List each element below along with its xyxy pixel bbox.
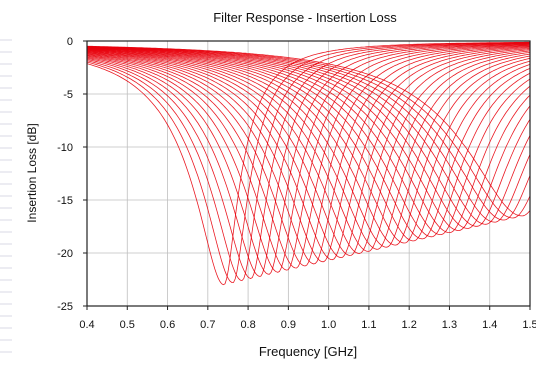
x-axis-label: Frequency [GHz]	[259, 344, 357, 359]
response-curve	[86, 50, 531, 252]
y-axis-label: Insertion Loss [dB]	[25, 123, 39, 222]
response-curve	[86, 48, 531, 259]
x-tick-label: 1.1	[361, 319, 376, 331]
x-tick-label: 1.0	[321, 319, 336, 331]
response-curve	[86, 47, 531, 234]
response-curve	[86, 42, 531, 282]
plot-border	[86, 40, 531, 307]
x-tick-label: 1.3	[442, 319, 457, 331]
y-tick-labels: 0 -5 -10 -15 -20 -25	[57, 36, 73, 313]
response-curve	[86, 46, 531, 263]
response-curves	[86, 41, 531, 286]
response-curve	[86, 49, 531, 248]
response-curve	[86, 48, 531, 244]
response-curve	[86, 48, 531, 238]
axes	[83, 40, 531, 310]
response-curve	[87, 46, 531, 219]
response-curve	[86, 43, 530, 275]
response-curve	[87, 47, 531, 231]
response-curve	[86, 47, 531, 261]
x-tick-label: 0.4	[79, 319, 94, 331]
response-curve	[86, 42, 530, 279]
y-tick-label: 0	[67, 36, 73, 48]
response-curve	[86, 50, 531, 250]
y-tick-label: -25	[57, 301, 73, 313]
x-tick-label: 1.4	[482, 319, 497, 331]
response-curve	[86, 49, 531, 246]
x-tick-label: 0.5	[120, 319, 135, 331]
response-curve	[86, 44, 530, 269]
x-tick-label: 0.6	[160, 319, 175, 331]
x-tick-label: 0.8	[240, 319, 255, 331]
y-tick-label: -5	[63, 89, 73, 101]
response-curve	[86, 45, 531, 265]
x-tick-label: 1.5	[522, 319, 536, 331]
dashed-margin-decoration	[0, 39, 12, 353]
response-curve	[86, 48, 531, 240]
response-curve	[86, 50, 531, 254]
response-curve	[86, 48, 531, 242]
response-curve	[86, 42, 530, 277]
response-curve	[86, 45, 531, 267]
response-curve	[86, 44, 530, 271]
y-tick-label: -15	[57, 195, 73, 207]
x-tick-label: 1.2	[402, 319, 417, 331]
y-tick-label: -10	[57, 142, 73, 154]
response-curve	[86, 45, 531, 217]
chart-title: Filter Response - Insertion Loss	[213, 10, 397, 25]
x-tick-label: 0.7	[200, 319, 215, 331]
x-tick-label: 0.9	[281, 319, 296, 331]
left-margin-strip	[0, 0, 18, 367]
y-tick-label: -20	[57, 248, 73, 260]
x-tick-labels: 0.4 0.5 0.6 0.7 0.8 0.9 1.0 1.1 1.2 1.3 1.4 1.5	[79, 319, 536, 331]
response-curve	[86, 49, 531, 256]
